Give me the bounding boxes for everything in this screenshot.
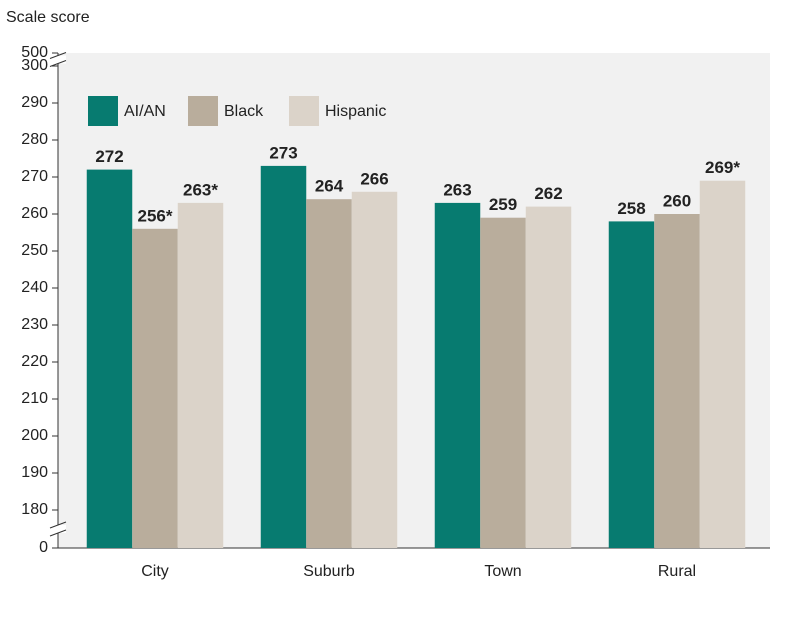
y-tick-label: 500 (21, 44, 48, 61)
y-tick-label: 280 (21, 131, 48, 148)
legend-swatch (88, 96, 118, 126)
legend-swatch (289, 96, 319, 126)
y-tick-label: 270 (21, 168, 48, 185)
x-tick-label: City (141, 563, 169, 580)
y-axis-label: Scale score (6, 9, 90, 26)
y-tick-label: 300 (21, 57, 48, 74)
axis-break (49, 52, 67, 59)
legend-label: AI/AN (124, 103, 166, 120)
x-tick-label: Town (484, 563, 521, 580)
axis-break-gap (50, 55, 66, 64)
y-tick-label: 190 (21, 464, 48, 481)
bar (306, 199, 352, 548)
bar (654, 214, 700, 548)
data-label: 273 (269, 143, 297, 162)
y-tick-label: 230 (21, 316, 48, 333)
y-tick-label: 260 (21, 205, 48, 222)
bar (132, 228, 178, 549)
data-label: 264 (315, 177, 344, 196)
y-tick-label: 240 (21, 279, 48, 296)
bar (177, 202, 224, 548)
data-label: 258 (617, 199, 645, 218)
legend-label: Hispanic (325, 103, 386, 120)
data-label: 263 (443, 180, 471, 199)
axis-break (49, 521, 67, 529)
axis-break (49, 60, 67, 67)
bar (608, 221, 655, 548)
axis-break (49, 529, 67, 537)
data-label: 260 (663, 191, 691, 210)
bar (434, 202, 481, 548)
axis-break-gap (50, 525, 66, 533)
y-tick-label: 0 (39, 539, 48, 556)
bar (351, 191, 398, 549)
x-tick-label: Rural (658, 563, 696, 580)
y-tick-label: 200 (21, 427, 48, 444)
data-label: 263* (183, 180, 218, 199)
y-tick-label: 210 (21, 390, 48, 407)
bar (699, 180, 746, 548)
y-tick-label: 180 (21, 501, 48, 518)
y-tick-label: 290 (21, 94, 48, 111)
data-label: 259 (489, 195, 517, 214)
x-tick-label: Suburb (303, 563, 355, 580)
bar (525, 206, 572, 548)
data-label: 272 (95, 147, 123, 166)
data-label: 269* (705, 158, 740, 177)
data-label: 262 (534, 184, 562, 203)
bar (480, 217, 526, 548)
y-tick-label: 250 (21, 242, 48, 259)
y-tick-label: 220 (21, 353, 48, 370)
bar (260, 165, 307, 548)
legend-swatch (188, 96, 218, 126)
bar (86, 169, 133, 548)
data-label: 266 (360, 169, 388, 188)
legend-label: Black (224, 103, 264, 120)
data-label: 256* (138, 206, 173, 225)
